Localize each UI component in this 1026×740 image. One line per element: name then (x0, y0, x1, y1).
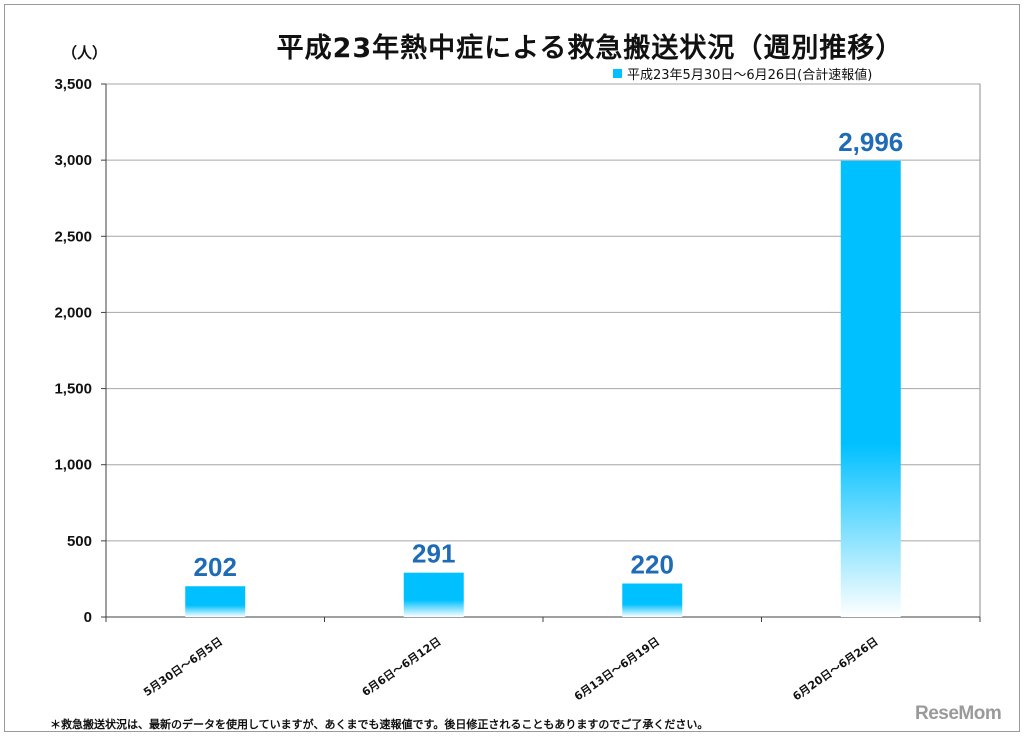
data-label: 291 (412, 539, 455, 569)
x-tick-label: 5月30日～6月5日 (141, 635, 225, 699)
bar (185, 586, 246, 617)
y-tick-label: 2,000 (54, 304, 92, 321)
x-tick-label: 6月13日～6月19日 (572, 635, 662, 704)
y-tick-label: 1,000 (54, 457, 92, 474)
chart-legend: 平成23年5月30日～6月26日(合計速報値) (613, 64, 872, 83)
y-tick-label: 3,000 (54, 152, 92, 169)
y-tick-label: 1,500 (54, 381, 92, 398)
y-axis-unit-label: （人） (62, 44, 108, 62)
data-label: 220 (631, 549, 674, 579)
chart-frame (4, 4, 1020, 732)
bar (622, 583, 683, 617)
resemom-logo: ReseMom (915, 703, 1002, 724)
x-tick-label: 6月6日～6月12日 (360, 635, 444, 699)
y-tick-label: 0 (84, 609, 92, 626)
data-label: 202 (194, 552, 237, 582)
footnote: ＊救急搬送状況は、最新のデータを使用していますが、あくまでも速報値です。後日修正… (50, 718, 709, 731)
x-tick-label: 6月20日～6月26日 (790, 635, 880, 704)
y-tick-label: 3,500 (54, 76, 92, 93)
bar (840, 160, 901, 617)
data-label: 2,996 (838, 127, 903, 157)
y-tick-label: 2,500 (54, 228, 92, 245)
y-tick-label: 500 (67, 533, 92, 550)
legend-label: 平成23年5月30日～6月26日(合計速報値) (627, 68, 873, 83)
chart-title: 平成23年熱中症による救急搬送状況（週別推移） (276, 33, 904, 64)
bar (403, 572, 464, 617)
legend-swatch (613, 69, 622, 78)
